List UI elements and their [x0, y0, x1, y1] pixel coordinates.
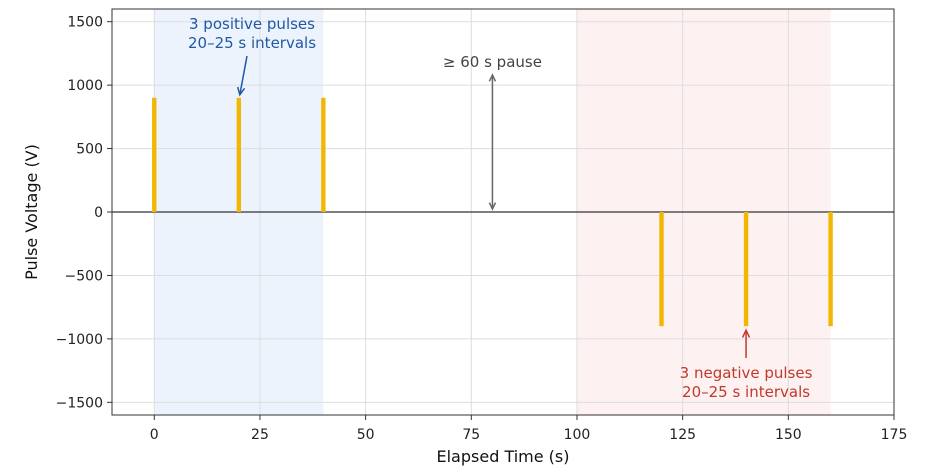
x-tick-label: 50	[357, 427, 375, 443]
y-tick-label: −1500	[56, 395, 103, 411]
pulse-bar	[152, 97, 157, 212]
pulse-bar	[659, 212, 664, 327]
annotation-negative-line-1: 3 negative pulses	[680, 364, 813, 382]
x-tick-label: 75	[462, 427, 480, 443]
y-tick-label: 500	[76, 142, 103, 158]
x-tick-label: 0	[150, 427, 159, 443]
annotation-positive-line-2: 20–25 s intervals	[188, 34, 316, 52]
annotation-positive-arrow	[239, 55, 248, 95]
annotation-pause-arrowhead-top	[488, 73, 497, 82]
x-tick-label: 150	[775, 427, 802, 443]
y-tick-label: 1000	[67, 78, 103, 94]
y-axis-ticks: −1500 −1000 −500 0 500 1000 1500	[56, 15, 112, 411]
annotation-positive-line-1: 3 positive pulses	[189, 15, 315, 33]
annotation-pause: ≥ 60 s pause	[443, 53, 542, 211]
pulse-bar	[321, 97, 326, 212]
annotation-negative: 3 negative pulses 20–25 s intervals	[680, 328, 813, 401]
annotation-positive-arrowhead	[236, 86, 246, 97]
x-axis-ticks: 0 25 50 75 100 125 150 175	[150, 415, 908, 443]
y-tick-label: 1500	[67, 15, 103, 31]
x-tick-label: 125	[669, 427, 696, 443]
annotation-pause-label: ≥ 60 s pause	[443, 53, 542, 71]
annotation-negative-line-2: 20–25 s intervals	[682, 383, 810, 401]
annotation-negative-arrowhead	[741, 328, 751, 338]
pulse-bars	[152, 97, 833, 327]
annotation-pause-arrowhead-bottom	[488, 202, 497, 211]
x-tick-label: 175	[881, 427, 908, 443]
y-tick-label: 0	[94, 205, 103, 221]
x-axis-label: Elapsed Time (s)	[437, 447, 570, 466]
pulse-bar	[828, 212, 833, 327]
pulse-bar	[236, 97, 242, 212]
y-tick-label: −1000	[56, 332, 103, 348]
x-tick-label: 25	[251, 427, 269, 443]
y-axis-label: Pulse Voltage (V)	[22, 144, 41, 280]
y-tick-label: −500	[65, 268, 103, 284]
x-tick-label: 100	[564, 427, 591, 443]
annotation-positive: 3 positive pulses 20–25 s intervals	[188, 15, 316, 97]
pulse-bar	[743, 212, 749, 327]
